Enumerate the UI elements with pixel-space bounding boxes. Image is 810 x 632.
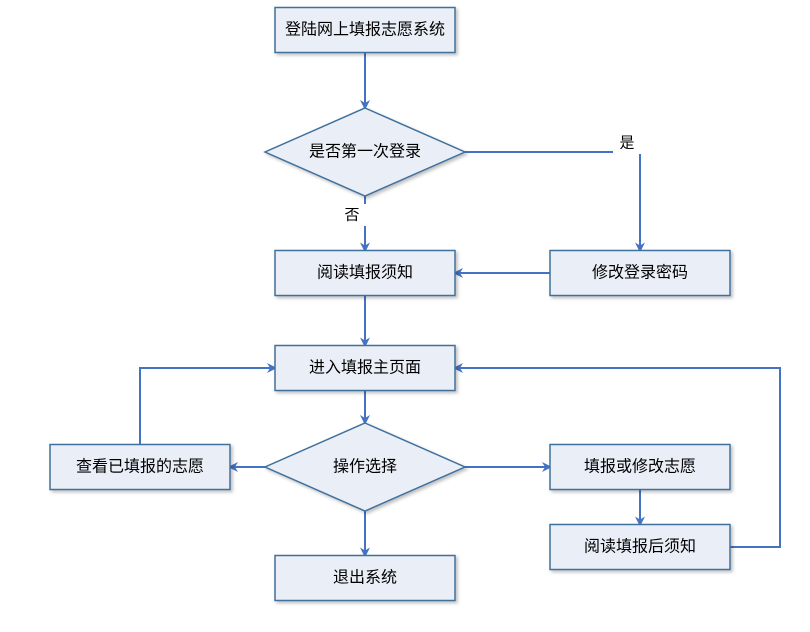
edge-label-first_login-change_pwd: 是 xyxy=(619,135,634,152)
node-op_select: 操作选择 xyxy=(265,423,465,511)
nodes-layer: 登陆网上填报志愿系统是否第一次登录修改登录密码 阅读填报须知进入填报主页面操作选择… xyxy=(50,8,730,601)
node-label-login: 登陆网上填报志愿系统 xyxy=(285,21,445,39)
node-label-main_page: 进入填报主页面 xyxy=(309,359,421,377)
node-label-change_pwd: 修改登录密码 xyxy=(592,264,688,282)
node-main_page: 进入填报主页面 xyxy=(275,346,455,391)
node-first_login: 是否第一次登录 xyxy=(265,108,465,196)
node-label-exit: 退出系统 xyxy=(333,569,397,587)
edge-view_filled-main_page xyxy=(140,368,275,445)
node-change_pwd: 修改登录密码 xyxy=(550,251,730,296)
edge-first_login-change_pwd xyxy=(465,152,640,251)
edge-label-first_login-read_notice: 否 xyxy=(344,207,359,224)
node-login: 登陆网上填报志愿系统 xyxy=(275,8,455,53)
node-fill_modify: 填报或修改志愿 xyxy=(550,445,730,490)
node-exit: 退出系统 xyxy=(275,556,455,601)
flowchart-canvas: 否 是 登陆网上填报志愿系统是否第一次登录修改登录密码 阅读填报须知进入填报主页面操… xyxy=(0,0,810,632)
node-label-read_notice: 阅读填报须知 xyxy=(317,264,413,282)
node-view_filled: 查看已填报的志愿 xyxy=(50,445,230,490)
node-label-op_select: 操作选择 xyxy=(333,458,397,476)
node-label-first_login: 是否第一次登录 xyxy=(309,143,421,161)
node-label-fill_modify: 填报或修改志愿 xyxy=(584,458,696,476)
node-label-view_filled: 查看已填报的志愿 xyxy=(76,458,204,476)
node-after_notice: 阅读填报后须知 xyxy=(550,525,730,570)
node-read_notice: 阅读填报须知 xyxy=(275,251,455,296)
node-label-after_notice: 阅读填报后须知 xyxy=(584,538,696,556)
